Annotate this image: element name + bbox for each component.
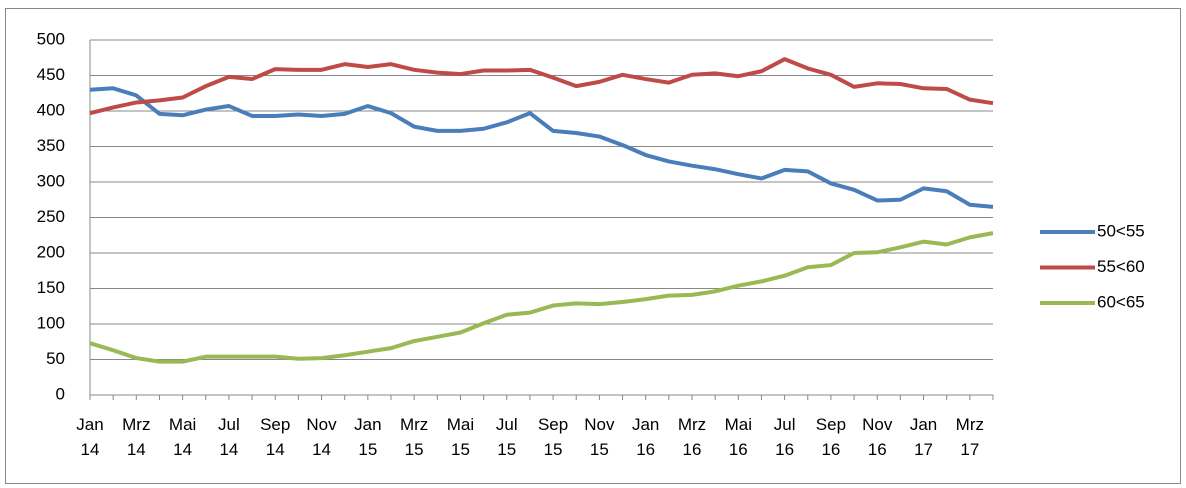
x-tick-label: Sep 14 (260, 415, 291, 459)
y-tick-label: 250 (37, 207, 65, 226)
y-tick-label: 200 (37, 242, 65, 261)
y-tick-label: 300 (37, 171, 65, 190)
x-tick-label: Sep 15 (537, 415, 569, 459)
x-tick-label: Jan 15 (354, 415, 382, 459)
y-tick-label: 500 (37, 29, 65, 48)
y-tick-label: 50 (46, 349, 65, 368)
x-tick-label: Mrz 14 (122, 415, 151, 459)
x-tick-label: Jul 16 (773, 415, 796, 459)
series-line (89, 57, 994, 116)
x-tick-label: Jan 14 (76, 415, 104, 459)
legend-label: 60<65 (1097, 292, 1145, 311)
y-tick-label: 450 (37, 65, 65, 84)
x-tick-label: Sep 16 (815, 415, 847, 459)
x-tick-label: Mai 15 (446, 415, 475, 459)
legend-label: 50<55 (1097, 221, 1145, 240)
y-tick-label: 400 (37, 100, 65, 119)
x-tick-label: Mrz 17 (955, 415, 984, 459)
x-tick-label: Jan 16 (631, 415, 660, 459)
x-tick-label: Jul 15 (495, 415, 518, 459)
series-line (89, 86, 994, 209)
x-tick-label: Mrz 15 (399, 415, 429, 459)
x-tick-label: Jul 14 (218, 415, 240, 459)
y-tick-label: 150 (37, 278, 65, 297)
x-tick-label: Nov 15 (584, 415, 615, 459)
series-line (89, 231, 994, 364)
y-tick-label: 350 (37, 136, 65, 155)
x-tick-label: Jan 17 (909, 415, 938, 459)
x-tick-label: Nov 16 (862, 415, 893, 459)
y-tick-label: 0 (56, 384, 65, 403)
y-tick-label: 100 (37, 313, 65, 332)
x-tick-label: Mai 16 (724, 415, 752, 459)
x-tick-label: Nov 14 (306, 415, 337, 459)
legend-label: 55<60 (1097, 257, 1145, 276)
x-tick-label: Mai 14 (168, 415, 197, 459)
x-tick-label: Mrz 16 (677, 415, 707, 459)
